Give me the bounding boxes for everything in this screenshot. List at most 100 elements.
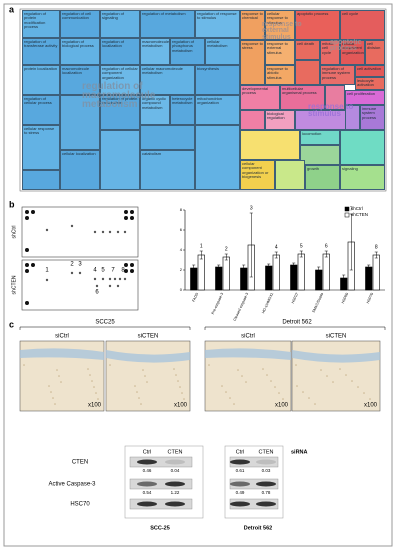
bar bbox=[190, 267, 198, 291]
micrograph bbox=[105, 340, 191, 412]
tissue-detail bbox=[278, 392, 280, 394]
annotation: 2 bbox=[225, 246, 228, 252]
treemap-cell bbox=[60, 95, 100, 150]
treemap-cell bbox=[325, 85, 345, 110]
treemap-cell: cell death bbox=[295, 40, 320, 60]
row-label: HSC70 bbox=[70, 502, 90, 508]
treemap-cell: cell proliferation bbox=[345, 90, 385, 105]
epithelium bbox=[292, 350, 380, 363]
tissue-detail bbox=[140, 403, 142, 405]
treemap-cell: multicellular organismal process bbox=[280, 85, 325, 110]
bracket bbox=[204, 326, 386, 330]
treemap-cell: locomotion bbox=[300, 130, 340, 145]
tissue-detail bbox=[97, 398, 99, 400]
treemap-cell: biological regulation bbox=[265, 110, 295, 130]
tissue-detail bbox=[345, 374, 347, 376]
densitometry-value: 0.61 bbox=[236, 468, 245, 473]
treemap-cell bbox=[22, 170, 60, 190]
treemap-cell: organic cyclic compound metabolism bbox=[140, 95, 170, 125]
spot-label: 4 bbox=[93, 268, 97, 274]
error-bar bbox=[299, 250, 303, 258]
x-tick-label: FADD bbox=[192, 292, 200, 303]
annotation: 8 bbox=[375, 244, 378, 250]
reference-spot bbox=[25, 269, 29, 273]
blot-frame bbox=[124, 445, 204, 519]
tissue-detail bbox=[270, 380, 272, 382]
treemap-cell bbox=[240, 130, 300, 160]
tissue-detail bbox=[229, 397, 231, 399]
error-bar bbox=[249, 212, 253, 278]
band bbox=[256, 459, 276, 465]
blot-frame bbox=[224, 445, 284, 519]
bar bbox=[322, 253, 330, 291]
tissue-detail bbox=[183, 398, 185, 400]
tissue-detail bbox=[58, 375, 60, 377]
spot-label: 6 bbox=[95, 290, 99, 296]
treemap-cell: cellular response to stress bbox=[22, 125, 60, 170]
bracket bbox=[19, 326, 191, 330]
cell-line-header: Detroit 562 bbox=[282, 320, 312, 326]
error-bar bbox=[349, 213, 353, 271]
annotation: 7 bbox=[350, 206, 353, 212]
treemap-cell: cellular localization bbox=[60, 150, 100, 190]
reference-spot bbox=[25, 248, 29, 252]
sample-spot bbox=[45, 228, 49, 232]
reference-spot bbox=[31, 263, 35, 267]
tissue-detail bbox=[91, 380, 93, 382]
reference-spot bbox=[31, 210, 35, 214]
panel-label: a bbox=[9, 4, 15, 14]
tissue-detail bbox=[109, 364, 111, 366]
y-tick-label: 4 bbox=[180, 247, 183, 252]
sample-spot bbox=[95, 284, 99, 288]
band bbox=[256, 501, 276, 507]
reference-spot bbox=[130, 216, 134, 220]
treemap-cell: response to stress bbox=[240, 40, 265, 85]
x-tick-label: HO-1/HMOX1 bbox=[261, 292, 274, 314]
bar bbox=[372, 254, 380, 291]
micrograph bbox=[291, 340, 381, 412]
figure-border bbox=[3, 3, 393, 547]
error-bar bbox=[374, 251, 378, 259]
annotation: 1 bbox=[200, 243, 203, 249]
error-bar bbox=[292, 262, 296, 268]
condition-label: siCtrl bbox=[55, 334, 69, 340]
spot-label: 7 bbox=[111, 268, 115, 274]
tissue-detail bbox=[136, 391, 138, 393]
spot-label: 3 bbox=[78, 262, 82, 268]
error-bar bbox=[267, 263, 271, 269]
y-tick-label: 2 bbox=[180, 267, 183, 272]
x-tick-label: HSP60 bbox=[341, 292, 349, 304]
treemap-cell bbox=[195, 125, 240, 190]
tissue-detail bbox=[296, 385, 298, 387]
tissue-detail bbox=[173, 368, 175, 370]
band bbox=[230, 501, 250, 507]
densitometry-value: 0.49 bbox=[236, 490, 245, 495]
sample-spot bbox=[123, 230, 127, 234]
sample-spot bbox=[78, 271, 82, 275]
error-bar bbox=[242, 264, 246, 272]
reference-spot bbox=[124, 216, 128, 220]
treemap-cell: cell division bbox=[365, 40, 385, 65]
magnification: x100 bbox=[174, 403, 188, 409]
error-bar bbox=[274, 251, 278, 259]
sample-spot bbox=[116, 284, 120, 288]
sample-spot bbox=[70, 271, 74, 275]
lane-label: CTEN bbox=[259, 449, 274, 455]
sample-spot bbox=[70, 224, 74, 228]
tissue-detail bbox=[233, 403, 235, 405]
treemap-cell: regulation of response to stimulus bbox=[195, 10, 240, 38]
tissue-detail bbox=[302, 391, 304, 393]
reference-spot bbox=[130, 269, 134, 273]
band bbox=[256, 481, 276, 487]
densitometry-value: 0.04 bbox=[171, 468, 180, 473]
array-label: shCTEN bbox=[11, 275, 17, 294]
treemap-cell: regulation of protein metabolism bbox=[100, 95, 140, 130]
treemap-cell: cellular component organization or bioge… bbox=[240, 160, 275, 190]
treemap-cell: regulation of localization bbox=[100, 38, 140, 65]
treemap-cell: heterocycle metabolism bbox=[170, 95, 195, 125]
reference-spot bbox=[124, 263, 128, 267]
tissue-detail bbox=[308, 397, 310, 399]
tissue-detail bbox=[332, 381, 334, 383]
band bbox=[137, 481, 157, 487]
